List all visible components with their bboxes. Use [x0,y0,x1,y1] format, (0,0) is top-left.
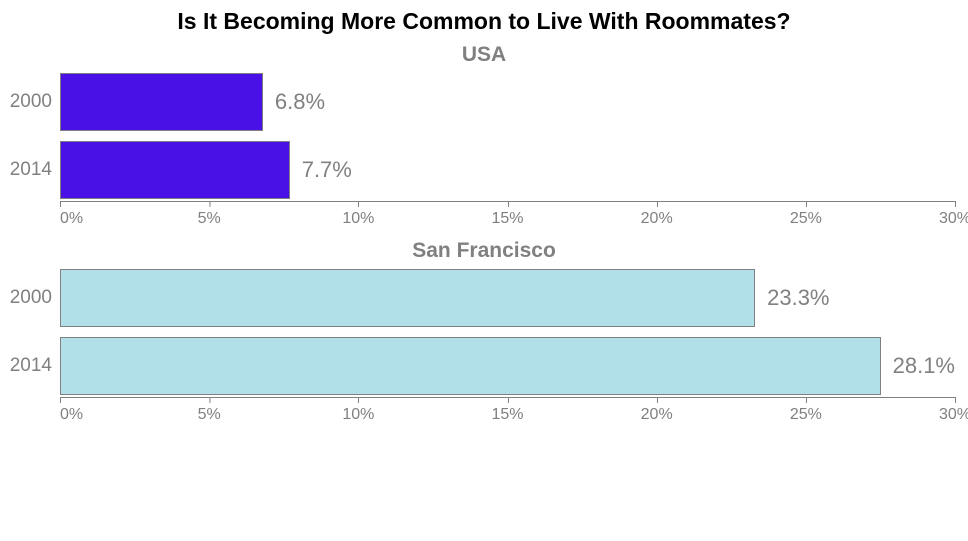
panel-sf-row-0: 2000 23.3% [60,269,955,327]
panel-usa-row-1: 2014 7.7% [60,141,955,199]
xaxis-tick: 25% [790,398,822,424]
xaxis-tick: 0% [60,398,83,424]
panel-usa-row-0: 2000 6.8% [60,73,955,131]
xaxis-tick: 0% [60,202,83,228]
xaxis-tick: 10% [342,202,374,228]
chart-title: Is It Becoming More Common to Live With … [0,8,968,35]
panel-usa-ylabel-0: 2000 [10,91,60,113]
panel-sf-row-1: 2014 28.1% [60,337,955,395]
xaxis-tick: 10% [342,398,374,424]
panel-sf-plot: 2000 23.3% 2014 28.1% 0%5%10%15%20%25%30… [60,269,955,431]
chart-container: Is It Becoming More Common to Live With … [0,0,968,541]
xaxis-tick: 15% [491,202,523,228]
panel-usa-bar-0 [60,73,263,131]
panel-sf-xaxis: 0%5%10%15%20%25%30% [60,397,955,431]
panel-usa-xaxis: 0%5%10%15%20%25%30% [60,201,955,235]
panel-sf-ylabel-0: 2000 [10,287,60,309]
panel-usa-value-0: 6.8% [263,89,325,115]
xaxis-tick: 20% [641,202,673,228]
panel-sf-bar-0 [60,269,755,327]
panel-usa-plot: 2000 6.8% 2014 7.7% 0%5%10%15%20%25%30% [60,73,955,235]
panel-sf-value-1: 28.1% [881,353,955,379]
panel-usa-bar-1 [60,141,290,199]
xaxis-tick: 15% [491,398,523,424]
xaxis-tick: 5% [198,202,221,228]
panel-usa-subtitle: USA [0,43,968,67]
xaxis-tick: 5% [198,398,221,424]
xaxis-tick: 20% [641,398,673,424]
panel-sf: San Francisco 2000 23.3% 2014 28.1% 0% 5%… [0,239,968,431]
panel-usa-value-1: 7.7% [290,157,352,183]
panel-usa-ylabel-1: 2014 [10,159,60,181]
xaxis-tick: 30% [939,202,968,228]
xaxis-tick: 30% [939,398,968,424]
panel-usa: USA 2000 6.8% 2014 7.7% 0% 5% 10% 15% 20% 25%… [0,43,968,235]
panel-sf-subtitle: San Francisco [0,239,968,263]
panel-sf-value-0: 23.3% [755,285,829,311]
xaxis-tick: 25% [790,202,822,228]
panel-sf-ylabel-1: 2014 [10,355,60,377]
panel-sf-bar-1 [60,337,881,395]
